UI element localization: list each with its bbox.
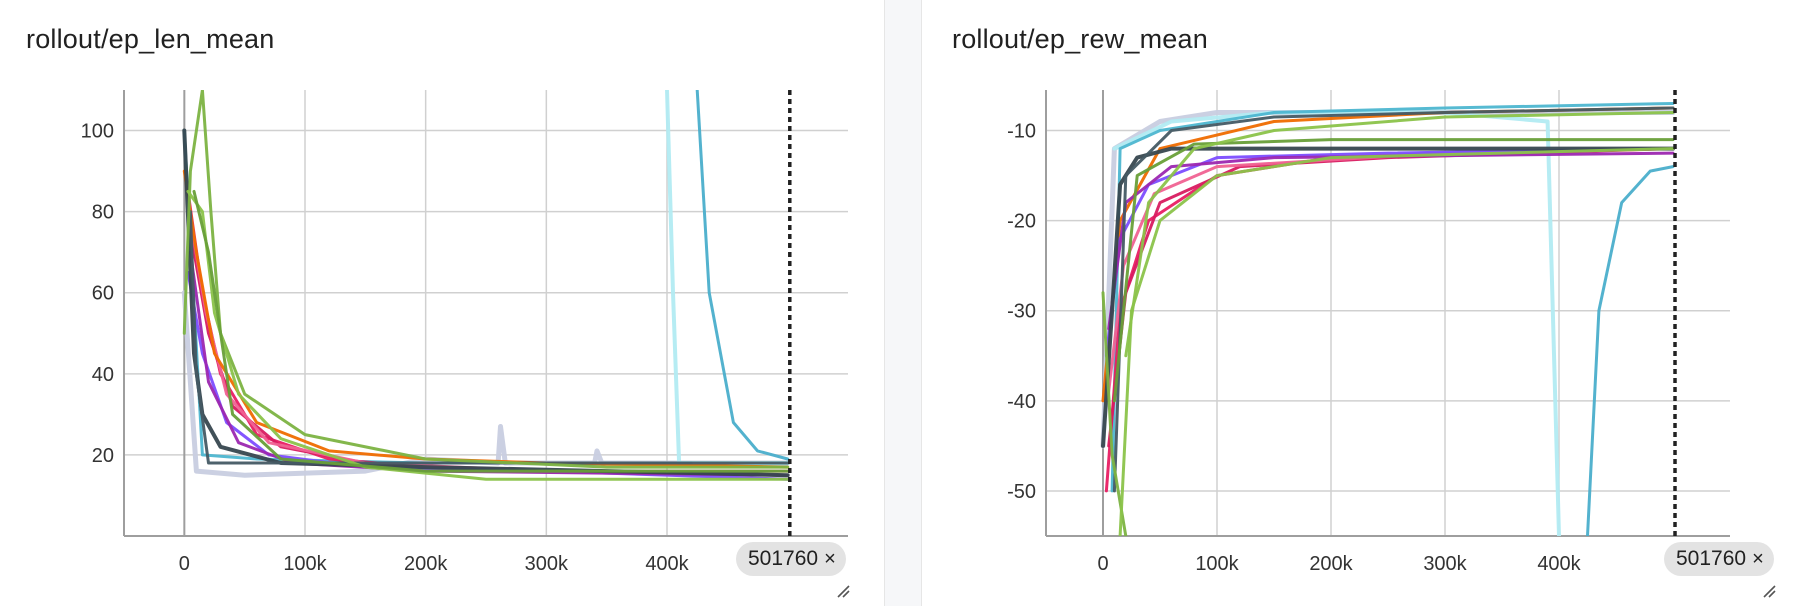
line-chart-ep-len-mean[interactable]: 0 100k 200k 300k 400k 20 40 60 80 100 [0,0,884,606]
step-marker-chip[interactable]: 501760 × [736,542,846,576]
series-line-13 [186,189,790,481]
line-chart-ep-rew-mean[interactable]: 0 100k 200k 300k 400k -10 -20 -30 -40 -50 [922,0,1798,606]
x-tick-label: 300k [525,553,569,575]
series-line-11 [1112,106,1675,493]
series-line-3 [1586,165,1675,536]
series-line-0 [181,290,791,478]
series-line-2 [182,129,693,465]
resize-handle-icon[interactable] [836,584,850,598]
series-line-15 [1124,111,1675,358]
panel-divider [884,0,922,606]
x-tick-label: 200k [1309,553,1353,575]
x-tick-label: 0 [1097,553,1108,575]
series-line-10 [182,128,790,478]
x-tick-label: 300k [1423,553,1467,575]
series-line-14 [192,189,790,473]
step-marker-label: 501760 [1676,547,1747,570]
y-tick-label: -50 [1007,481,1036,503]
y-tick-label: 80 [92,202,114,224]
series-line-14 [1112,138,1675,403]
y-tick-label: -20 [1007,211,1036,233]
y-tick-label: 20 [92,445,114,467]
chart-title: rollout/ep_rew_mean [952,24,1208,54]
x-tick-label: 100k [283,553,327,575]
x-tick-label: 200k [404,553,448,575]
x-tick-label: 400k [1537,553,1581,575]
series-line-10 [1101,146,1675,448]
chart-card-ep-len-mean: rollout/ep_len_mean 0 100k 200k 300k 400k 20 4… [0,0,884,606]
step-marker-chip[interactable]: 501760 × [1664,542,1774,576]
x-tick-label: 100k [1195,553,1239,575]
step-marker-label: 501760 [748,547,819,570]
series-line-4 [186,189,790,477]
chart-title: rollout/ep_len_mean [26,24,275,54]
series-line-8 [1104,147,1675,358]
series-line-3 [695,90,790,461]
close-icon[interactable]: × [824,548,836,570]
y-tick-label: 60 [92,283,114,305]
series-line-7 [182,169,790,469]
x-tick-label: 0 [179,553,190,575]
series-line-1 [665,90,790,465]
series-line-9 [1107,151,1675,331]
chart-card-ep-rew-mean: rollout/ep_rew_mean 0 100k 200k 300k 400k -10… [922,0,1798,606]
series-line-8 [186,271,790,481]
resize-handle-icon[interactable] [1762,584,1776,598]
y-tick-label: -10 [1007,121,1036,143]
y-tick-label: 40 [92,364,114,386]
series-line-1 [1112,110,1561,536]
close-icon[interactable]: × [1752,548,1764,570]
series-line-11 [188,210,790,465]
series-group [181,90,791,481]
series-group [1100,102,1676,536]
series-line-4 [1104,147,1675,493]
series-line-0 [1100,110,1676,449]
y-tick-label: 100 [81,121,114,143]
x-tick-label: 400k [645,553,689,575]
y-tick-label: -30 [1007,301,1036,323]
series-line-12 [182,90,790,469]
y-tick-label: -40 [1007,391,1036,413]
series-line-2 [1110,102,1675,493]
